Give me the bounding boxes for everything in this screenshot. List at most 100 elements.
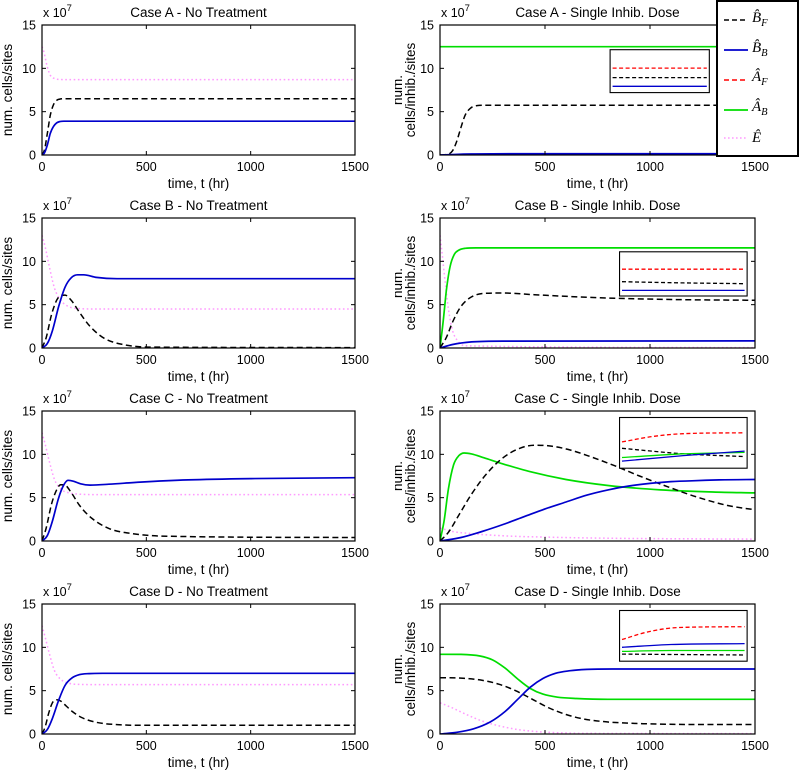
x-tick-label: 0 (437, 546, 444, 560)
y-tick-label: 10 (420, 62, 434, 76)
curve-A_B_hat (440, 653, 755, 701)
inset-box (619, 416, 748, 469)
x-axis-label: time, t (hr) (168, 562, 230, 577)
y-tick-label: 10 (22, 62, 36, 76)
y-axis-label: num. cells/sites (0, 623, 15, 716)
x-tick-label: 500 (136, 160, 157, 174)
subplot-case-c-single-dose: 0 500 1000 1500 0 5 10 15 Case C - Single Inhib.… (390, 386, 800, 579)
x-tick-label: 1000 (636, 546, 664, 560)
x-tick-label: 1000 (636, 739, 664, 753)
y-axis-label: cells/inhib./sites (403, 42, 418, 137)
axes-frame (41, 410, 356, 542)
x-tick-label: 500 (535, 160, 556, 174)
axes-frame (439, 603, 756, 735)
curve-B_B_hat (440, 668, 755, 734)
plot-title: Case B - Single Inhib. Dose (515, 198, 681, 213)
y-tick-label: 15 (420, 19, 434, 33)
x-tick-label: 500 (535, 353, 556, 367)
inset-curve-A_B_hat (621, 649, 745, 653)
curve-E_hat (440, 702, 755, 734)
curve-E_hat (42, 235, 355, 310)
curve-B_F_hat (42, 294, 355, 348)
y-axis-label: cells/inhib./sites (403, 621, 418, 716)
x-tick-label: 500 (535, 546, 556, 560)
subplot-case-d-single-dose: 0 500 1000 1500 0 5 10 15 Case D - Single Inhib.… (390, 579, 800, 771)
y-tick-label: 10 (420, 641, 434, 655)
x-tick-label: 1000 (237, 739, 265, 753)
y-tick-label: 15 (420, 405, 434, 419)
curve-E_hat (42, 432, 355, 496)
y-tick-label: 0 (29, 149, 36, 163)
curve-B_F_hat (42, 699, 355, 734)
x-tick-label: 1500 (341, 546, 369, 560)
x-tick-label: 0 (437, 353, 444, 367)
y-tick-label: 10 (420, 448, 434, 462)
y-tick-label: 0 (427, 149, 434, 163)
plot-title: Case D - Single Inhib. Dose (514, 584, 681, 599)
y-tick-label: 5 (29, 684, 36, 698)
legend-line-sample-A_B_hat (724, 108, 748, 111)
curve-B_B_hat (440, 340, 755, 348)
inset-curve-B_F_hat (621, 281, 745, 285)
x-tick-label: 0 (437, 160, 444, 174)
subplot-case-a-no-treatment: 0 500 1000 1500 0 5 10 15 Case A - No Treatment x… (0, 0, 395, 193)
subplot-svg: 0 500 1000 1500 0 5 10 15 Case C - Single Inhib.… (390, 389, 769, 577)
legend-line-sample-E_hat (724, 137, 748, 140)
x-tick-label: 1500 (741, 739, 769, 753)
y-axis-label: num. cells/sites (0, 44, 15, 137)
subplot-svg: 0 500 1000 1500 0 5 10 15 Case A - No Treatment x… (0, 3, 369, 191)
y-tick-label: 15 (420, 598, 434, 612)
subplot-svg: 0 500 1000 1500 0 5 10 15 Case A - Single Inhib.… (390, 3, 769, 191)
curve-B_F_hat (440, 444, 755, 541)
plot-title: Case C - No Treatment (129, 391, 268, 406)
y-exponent-label: x 107 (43, 3, 72, 20)
x-tick-label: 1500 (341, 353, 369, 367)
x-tick-label: 1000 (636, 160, 664, 174)
inset-curve-B_B_hat (621, 642, 745, 648)
axes-frame (41, 24, 356, 156)
y-exponent-label: x 107 (43, 582, 72, 599)
y-tick-label: 0 (427, 728, 434, 742)
subplot-svg: 0 500 1000 1500 0 5 10 15 Case D - Single Inhib.… (390, 582, 769, 770)
inset-curve-B_B_hat (621, 450, 745, 462)
y-tick-label: 5 (427, 684, 434, 698)
y-tick-label: 15 (22, 405, 36, 419)
curve-A_B_hat (440, 247, 755, 348)
subplot-svg: 0 500 1000 1500 0 5 10 15 Case C - No Treatment x… (0, 389, 369, 577)
axes-frame (439, 410, 756, 542)
y-tick-label: 5 (427, 105, 434, 119)
y-exponent-label: x 107 (441, 196, 470, 213)
y-tick-label: 5 (427, 491, 434, 505)
x-tick-label: 500 (136, 739, 157, 753)
y-tick-label: 10 (22, 255, 36, 269)
x-axis-label: time, t (hr) (567, 755, 629, 770)
x-tick-label: 0 (39, 739, 46, 753)
x-tick-label: 0 (39, 353, 46, 367)
x-axis-label: time, t (hr) (567, 176, 629, 191)
y-tick-label: 10 (420, 255, 434, 269)
inset-box (619, 251, 748, 297)
y-exponent-label: x 107 (441, 389, 470, 406)
y-exponent-label: x 107 (441, 582, 470, 599)
legend-line-sample-B_B_hat (724, 48, 748, 51)
plot-title: Case B - No Treatment (129, 198, 267, 213)
y-tick-label: 15 (22, 212, 36, 226)
y-tick-label: 5 (427, 298, 434, 312)
y-tick-label: 5 (29, 105, 36, 119)
subplot-svg: 0 500 1000 1500 0 5 10 15 Case D - No Treatment x… (0, 582, 369, 770)
x-tick-label: 1500 (741, 546, 769, 560)
curve-E_hat (440, 235, 755, 348)
x-tick-label: 500 (136, 353, 157, 367)
subplot-svg: 0 500 1000 1500 0 5 10 15 Case B - Single Inhib.… (390, 196, 769, 384)
x-tick-label: 1500 (741, 160, 769, 174)
y-axis-label: num. cells/sites (0, 237, 15, 330)
y-tick-label: 10 (22, 448, 36, 462)
y-exponent-label: x 107 (43, 389, 72, 406)
y-tick-label: 5 (29, 298, 36, 312)
y-tick-label: 0 (29, 535, 36, 549)
y-tick-label: 15 (22, 19, 36, 33)
curve-E_hat (42, 625, 355, 686)
x-axis-label: time, t (hr) (168, 369, 230, 384)
subplot-case-c-no-treatment: 0 500 1000 1500 0 5 10 15 Case C - No Treatment x… (0, 386, 395, 579)
